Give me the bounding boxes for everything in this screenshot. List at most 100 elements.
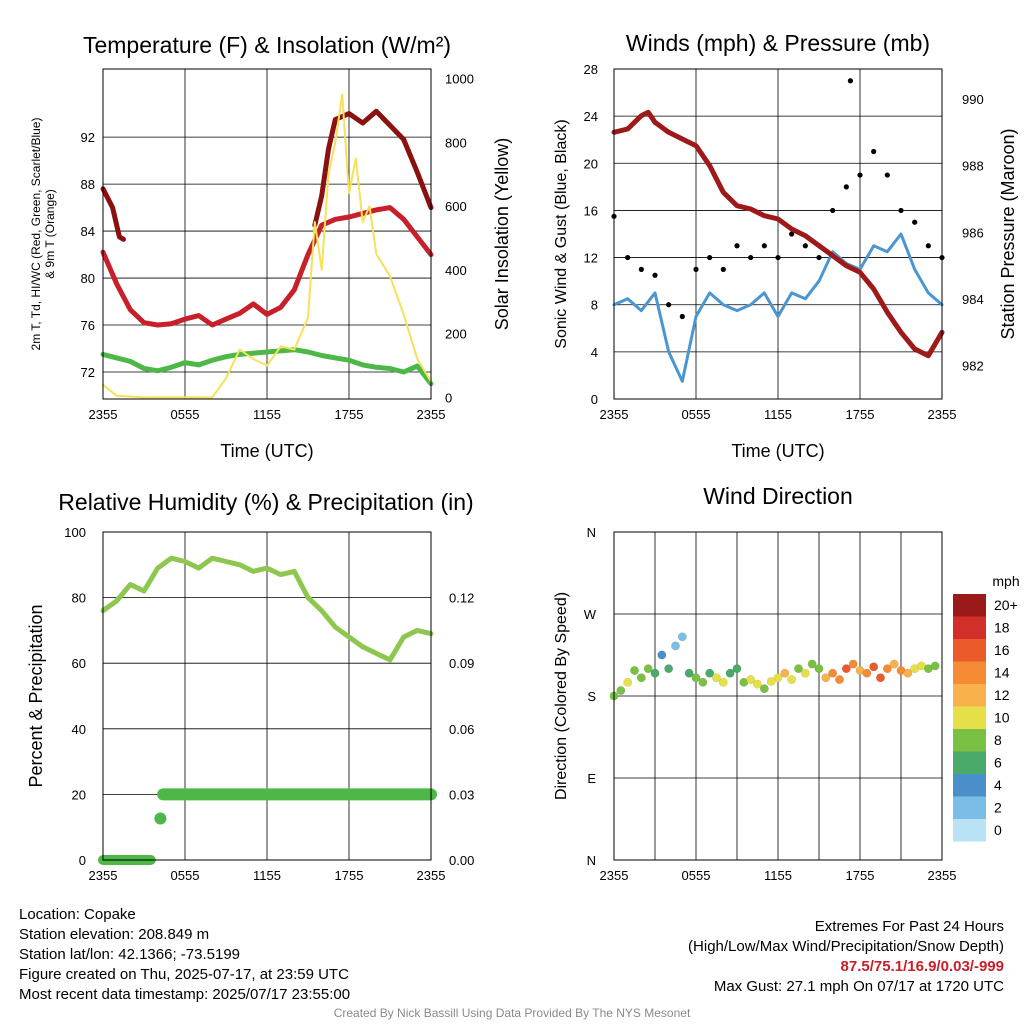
wind-ytick-label: 16 [584,203,598,218]
direction-point [705,668,715,678]
direction-point [684,668,694,678]
direction-point [876,673,885,683]
dir-ytick-label: W [584,607,597,622]
dir-plot-frame [613,531,943,861]
temp-ytick-label: 72 [81,365,95,380]
direction-point [616,686,626,695]
temp-xtick-label: 2355 [89,407,118,422]
wind-series-SonicWind [612,232,944,383]
direction-point [930,661,940,671]
temp-ytick-label: 88 [81,177,95,192]
wind-y2tick-label: 990 [962,92,984,107]
direction-point [746,675,756,685]
gust-point [761,243,767,249]
direction-point [794,664,803,674]
gust-point [912,219,918,225]
max-gust-text: Max Gust: 27.1 mph On 07/17 at 1720 UTC [713,978,1004,995]
rh-y2tick-label: 0.12 [449,591,474,606]
temp-ytick-label: 80 [81,271,95,286]
wind-ytick-label: 8 [591,298,598,313]
rh-series [100,555,434,663]
temp-series-9mT [100,186,126,242]
gust-point [884,172,890,178]
temp-xtick-label: 1155 [253,407,281,422]
direction-point [787,675,797,685]
gust-point [707,254,713,261]
precip-point [154,812,167,825]
gust-point [843,184,849,190]
temp-y2tick-label: 400 [445,263,467,278]
gust-point [666,302,672,308]
direction-point [671,641,680,651]
gust-point [652,272,658,278]
wind-xtick-label: 2355 [600,407,629,422]
temp-ytick-label: 84 [81,224,95,239]
temp-plot-frame [102,68,432,400]
direction-point [773,673,783,683]
temp-series-2mT [100,205,434,328]
direction-point [623,677,633,687]
wind-xlabel: Time (UTC) [731,441,824,461]
direction-point [903,668,913,678]
wind-series-StationPressure [611,109,945,359]
location-text: Location: Copake [19,906,136,923]
direction-point [718,677,728,687]
dir-ytick-label: E [587,771,596,786]
gust-point [720,266,726,272]
temp-xtick-label: 1755 [335,407,364,422]
direction-point [725,668,735,678]
direction-point [821,673,831,683]
colorbar-swatch [953,616,986,639]
direction-point [732,664,742,674]
dir-ytick-label: N [587,525,596,540]
dir-xtick-label: 2355 [600,868,629,883]
rh-y2tick-label: 0.06 [449,722,474,737]
direction-point [643,664,653,674]
direction-point [691,673,701,683]
colorbar-label: 2 [994,800,1002,816]
direction-point [814,664,824,674]
temp-xtick-label: 2355 [417,407,446,422]
colorbar-swatch [953,774,986,797]
extremes-info: Extremes For Past 24 Hours (High/Low/Max… [688,917,1004,997]
direction-point [828,668,838,678]
wind-xtick-label: 1755 [846,407,875,422]
direction-point [677,632,687,642]
temp-y2tick-label: 200 [445,327,467,342]
temp-ytick-label: 76 [81,318,95,333]
extremes-title: Extremes For Past 24 Hours [814,918,1004,935]
temp-y2tick-label: 800 [445,135,467,150]
wind-xtick-label: 0555 [682,407,711,422]
direction-point [848,659,858,669]
gust-point [847,78,854,84]
dir-xtick-label: 1155 [764,868,792,883]
gust-point [871,148,877,155]
colorbar-swatch [953,751,986,774]
colorbar-label: 14 [994,665,1010,681]
wind-ylabel: Sonic Wind & Gust (Blue, Black) [553,119,570,348]
gust-point [802,243,808,249]
gust-point [748,254,754,261]
colorbar-swatch [953,796,986,819]
colorbar-label: 18 [994,620,1010,636]
rh-panel-title: Relative Humidity (%) & Precipitation (i… [58,489,473,515]
colorbar-label: 10 [994,710,1010,726]
wind-ytick-label: 28 [584,62,598,77]
gust-point [789,231,795,237]
colorbar-swatch [953,706,986,729]
gust-point [625,254,631,261]
created-text: Figure created on Thu, 2025-07-17, at 23… [19,966,349,983]
dir-ytick-label: S [587,689,596,704]
dir-xtick-label: 2355 [928,868,957,883]
rh-xtick-label: 0555 [171,868,200,883]
temp-y2tick-label: 0 [445,390,452,405]
rh-ytick-label: 80 [72,591,86,606]
temp-series-Insolation [102,93,432,399]
dir-ylabel: Direction (Colored By Speed) [553,592,570,800]
gust-point [857,172,863,178]
colorbar-title: mph [992,573,1019,589]
direction-point [759,684,769,694]
wind-plot-frame [613,68,943,400]
gust-point [775,254,781,261]
